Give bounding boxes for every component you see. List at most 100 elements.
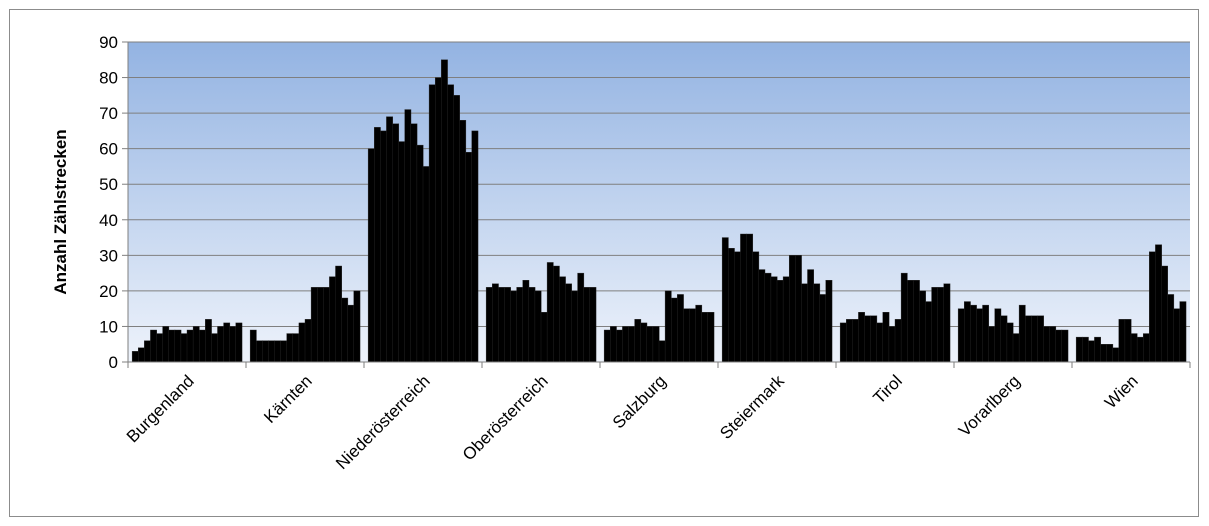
bar-1-6 <box>286 333 294 363</box>
bar-6-8 <box>888 326 896 363</box>
bar-1-16 <box>347 304 355 363</box>
tick-labels: 0 10 20 30 40 50 60 70 80 90 <box>99 33 118 372</box>
bar-3-14 <box>571 290 578 363</box>
bar-4-11 <box>670 297 678 363</box>
bar-7-6 <box>994 308 1002 363</box>
bar-8-13 <box>1155 244 1162 363</box>
bar-3-5 <box>516 287 524 363</box>
bar-7-12 <box>1031 315 1038 363</box>
bar-4-9 <box>658 340 666 363</box>
bar-7-2 <box>970 304 977 363</box>
bar-1-0 <box>249 329 257 363</box>
bar-6-9 <box>894 319 902 363</box>
bar-5-10 <box>782 276 790 363</box>
bar-4-13 <box>683 308 690 363</box>
bar-3-12 <box>559 276 566 363</box>
y-tick-label: 70 <box>99 104 118 123</box>
bar-2-14 <box>453 95 460 363</box>
bar-6-14 <box>925 301 932 363</box>
bar-3-13 <box>565 283 572 363</box>
bar-2-6 <box>404 109 412 363</box>
bar-1-11 <box>316 287 324 363</box>
bar-0-8 <box>180 333 188 363</box>
bar-8-0 <box>1075 336 1083 363</box>
bar-7-7 <box>1000 315 1008 363</box>
bar-7-15 <box>1049 326 1057 363</box>
bar-4-1 <box>610 326 617 363</box>
bar-3-6 <box>522 280 530 363</box>
bar-2-1 <box>374 127 381 363</box>
bar-2-2 <box>380 130 387 363</box>
bar-0-3 <box>150 329 157 363</box>
y-tick-label: 80 <box>99 69 118 88</box>
x-category-label: Salzburg <box>609 371 670 432</box>
bar-1-2 <box>262 340 269 363</box>
bar-4-3 <box>622 326 629 363</box>
bar-2-4 <box>392 123 400 363</box>
bar-5-11 <box>788 255 796 363</box>
bar-5-7 <box>764 272 772 363</box>
y-tick-label: 10 <box>99 317 118 336</box>
bar-6-7 <box>882 312 890 363</box>
bar-5-5 <box>752 251 760 363</box>
y-tick-label: 40 <box>99 211 118 230</box>
bar-7-4 <box>982 304 990 363</box>
y-tick-label: 90 <box>99 33 118 52</box>
y-tick-label: 60 <box>99 140 118 159</box>
x-category-label: Wien <box>1101 371 1142 412</box>
bar-0-7 <box>174 329 182 363</box>
bar-4-15 <box>695 304 703 363</box>
bar-5-14 <box>807 269 814 363</box>
bar-8-17 <box>1179 301 1187 363</box>
bar-6-13 <box>919 290 926 363</box>
bar-2-3 <box>386 116 393 363</box>
bar-8-11 <box>1142 333 1150 363</box>
bar-6-3 <box>858 312 865 363</box>
bar-2-5 <box>398 141 406 363</box>
bar-0-15 <box>223 322 231 363</box>
bar-2-9 <box>422 166 430 363</box>
bar-3-4 <box>510 290 518 363</box>
bar-4-8 <box>652 326 660 363</box>
y-tick-label: 30 <box>99 246 118 265</box>
bar-7-16 <box>1055 329 1063 363</box>
bar-8-16 <box>1173 308 1181 363</box>
bar-1-1 <box>256 340 263 363</box>
bar-6-17 <box>943 283 951 363</box>
bar-1-3 <box>268 340 275 363</box>
bar-1-12 <box>323 287 330 363</box>
bar-0-14 <box>217 326 224 363</box>
y-tick-label: 50 <box>99 175 118 194</box>
bar-6-5 <box>870 315 878 363</box>
bar-8-5 <box>1106 344 1114 363</box>
bar-4-14 <box>689 308 696 363</box>
bar-6-2 <box>852 319 859 363</box>
bar-0-12 <box>205 319 212 363</box>
bar-3-15 <box>577 272 585 363</box>
bar-2-12 <box>441 59 448 363</box>
bar-6-12 <box>913 280 920 363</box>
x-category-label: Kärnten <box>260 371 316 427</box>
bar-4-0 <box>603 329 611 363</box>
bar-8-1 <box>1082 336 1089 363</box>
bar-3-17 <box>589 287 597 363</box>
bar-0-0 <box>131 351 139 363</box>
bar-6-1 <box>846 319 853 363</box>
bar-5-6 <box>758 269 766 363</box>
bar-7-10 <box>1018 304 1026 363</box>
bar-7-13 <box>1037 315 1044 363</box>
bar-5-17 <box>825 280 833 363</box>
bar-3-3 <box>504 287 511 363</box>
axes <box>127 42 1191 368</box>
bar-4-4 <box>628 326 636 363</box>
bar-8-14 <box>1161 265 1168 363</box>
bar-8-10 <box>1136 336 1144 363</box>
bar-7-1 <box>964 301 971 363</box>
bar-8-12 <box>1149 251 1156 363</box>
bar-0-4 <box>156 333 164 363</box>
bar-8-3 <box>1094 336 1101 363</box>
x-category-label: Oberösterreich <box>459 371 552 464</box>
bar-5-15 <box>813 283 821 363</box>
bar-4-10 <box>664 290 672 363</box>
